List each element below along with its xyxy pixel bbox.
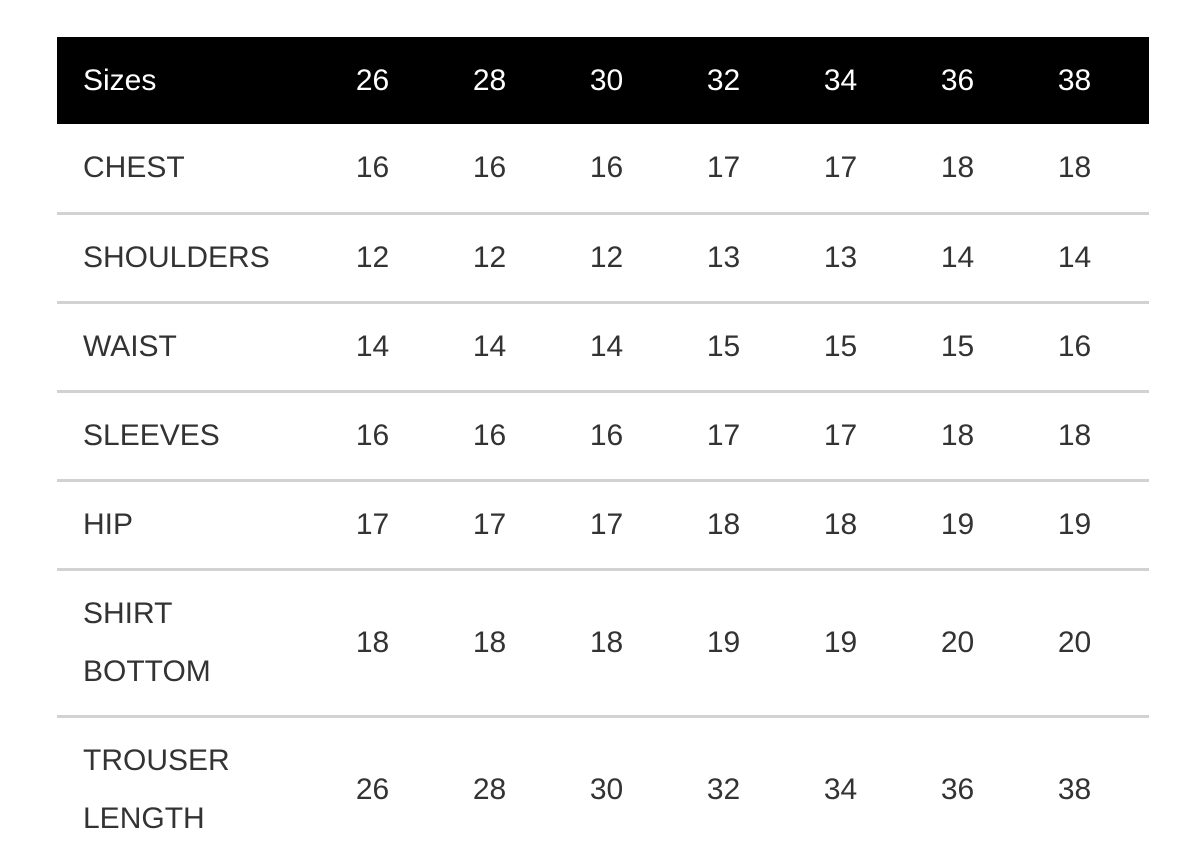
measurement-cell: 14 bbox=[314, 302, 431, 393]
header-size: 38 bbox=[1057, 63, 1092, 97]
header-pad bbox=[1133, 37, 1149, 124]
measurement-cell: 15 bbox=[665, 302, 782, 393]
row-label: SHOULDERS bbox=[57, 213, 314, 304]
measurement-cell: 36 bbox=[940, 773, 975, 807]
measurement-cell: 17 bbox=[314, 480, 431, 571]
measurement-cell: 19 bbox=[665, 569, 782, 718]
header-size: 26 bbox=[355, 63, 390, 97]
measurement-cell: 18 bbox=[1016, 124, 1133, 215]
measurement-cell: 16 bbox=[431, 391, 548, 482]
row-pad bbox=[1133, 302, 1149, 393]
measurement-cell: 38 bbox=[1057, 773, 1092, 807]
measurement-cell: 18 bbox=[1016, 391, 1133, 482]
row-pad bbox=[1133, 480, 1149, 571]
row-pad bbox=[1133, 213, 1149, 304]
header-row: Sizes 26 28 30 32 34 36 38 bbox=[57, 37, 1149, 124]
header-size: 30 bbox=[589, 63, 624, 97]
row-pad bbox=[1133, 391, 1149, 482]
table-row: HIP 17 17 17 18 18 19 19 bbox=[57, 480, 1149, 571]
table-row: SLEEVES 16 16 16 17 17 18 18 bbox=[57, 391, 1149, 482]
measurement-cell: 14 bbox=[899, 213, 1016, 304]
measurement-cell: 17 bbox=[548, 480, 665, 571]
header-size: 34 bbox=[823, 63, 858, 97]
measurement-cell: 12 bbox=[314, 213, 431, 304]
measurement-cell: 18 bbox=[548, 569, 665, 718]
row-label: TROUSER LENGTH bbox=[83, 744, 230, 836]
measurement-cell: 15 bbox=[782, 302, 899, 393]
measurement-cell: 18 bbox=[665, 480, 782, 571]
measurement-cell: 16 bbox=[548, 124, 665, 215]
measurement-cell: 20 bbox=[899, 569, 1016, 718]
measurement-cell: 16 bbox=[1016, 302, 1133, 393]
table-row: SHOULDERS 12 12 12 13 13 14 14 bbox=[57, 213, 1149, 304]
measurement-cell: 28 bbox=[472, 773, 507, 807]
row-label: SHIRT BOTTOM bbox=[57, 569, 314, 718]
measurement-cell: 18 bbox=[899, 124, 1016, 215]
row-pad bbox=[1133, 569, 1149, 718]
measurement-cell: 32 bbox=[706, 773, 741, 807]
measurement-cell: 15 bbox=[899, 302, 1016, 393]
measurement-cell: 18 bbox=[431, 569, 548, 718]
measurement-cell: 18 bbox=[782, 480, 899, 571]
table-row: CHEST 16 16 16 17 17 18 18 bbox=[57, 124, 1149, 215]
measurement-cell: 30 bbox=[589, 773, 624, 807]
row-pad bbox=[1133, 124, 1149, 215]
measurement-cell: 16 bbox=[314, 391, 431, 482]
header-sizes: Sizes bbox=[83, 63, 157, 97]
measurement-cell: 12 bbox=[548, 213, 665, 304]
header-size: 28 bbox=[472, 63, 507, 97]
measurement-cell: 19 bbox=[782, 569, 899, 718]
measurement-cell: 17 bbox=[782, 124, 899, 215]
measurement-cell: 12 bbox=[431, 213, 548, 304]
measurement-cell: 13 bbox=[782, 213, 899, 304]
table-row: SHIRT BOTTOM 18 18 18 19 19 20 20 bbox=[57, 569, 1149, 718]
measurement-cell: 16 bbox=[314, 124, 431, 215]
row-label: HIP bbox=[57, 480, 314, 571]
measurement-cell: 19 bbox=[1016, 480, 1133, 571]
measurement-cell: 17 bbox=[431, 480, 548, 571]
measurement-cell: 34 bbox=[823, 773, 858, 807]
size-chart-table: Sizes 26 28 30 32 34 36 38 CHEST 16 16 16 17 17 18 18 S… bbox=[57, 37, 1149, 863]
measurement-cell: 14 bbox=[548, 302, 665, 393]
measurement-cell: 18 bbox=[899, 391, 1016, 482]
row-label: CHEST bbox=[57, 124, 314, 215]
row-pad bbox=[1133, 716, 1149, 863]
table-row: WAIST 14 14 14 15 15 15 16 bbox=[57, 302, 1149, 393]
measurement-cell: 26 bbox=[355, 773, 390, 807]
measurement-cell: 18 bbox=[314, 569, 431, 718]
header-size: 32 bbox=[706, 63, 741, 97]
table-row: TROUSER LENGTH 26 28 30 32 34 36 38 bbox=[57, 716, 1149, 863]
measurement-cell: 16 bbox=[548, 391, 665, 482]
row-label: WAIST bbox=[57, 302, 314, 393]
measurement-cell: 17 bbox=[665, 124, 782, 215]
header-size: 36 bbox=[940, 63, 975, 97]
measurement-cell: 20 bbox=[1016, 569, 1133, 718]
measurement-cell: 13 bbox=[665, 213, 782, 304]
measurement-cell: 17 bbox=[665, 391, 782, 482]
measurement-cell: 17 bbox=[782, 391, 899, 482]
row-label: SLEEVES bbox=[57, 391, 314, 482]
measurement-cell: 19 bbox=[899, 480, 1016, 571]
measurement-cell: 14 bbox=[431, 302, 548, 393]
measurement-cell: 14 bbox=[1016, 213, 1133, 304]
measurement-cell: 16 bbox=[431, 124, 548, 215]
